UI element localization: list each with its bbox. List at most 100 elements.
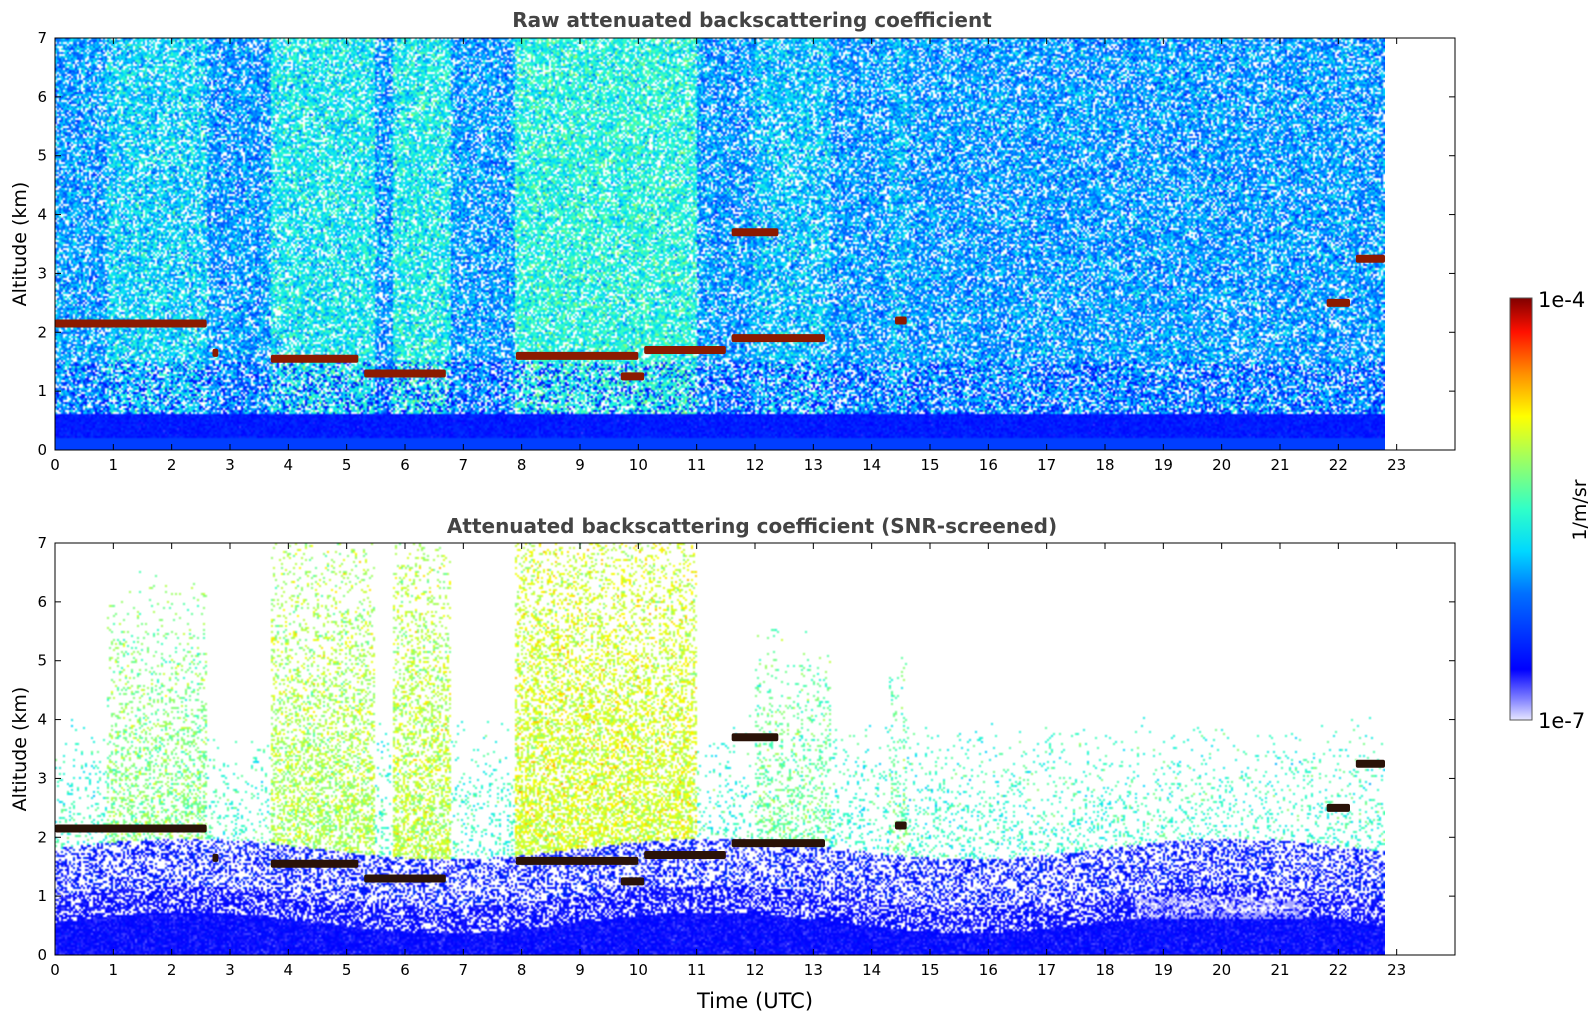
y-tick-label: 6 <box>37 88 47 106</box>
cloud-layer <box>895 316 907 325</box>
x-tick-label: 20 <box>1212 456 1231 474</box>
x-tick-label: 15 <box>920 456 939 474</box>
colorbar-min-label: 1e-7 <box>1538 709 1585 733</box>
y-tick-label: 1 <box>37 887 47 905</box>
cloud-layer <box>364 874 446 883</box>
x-tick-label: 10 <box>629 456 648 474</box>
cloud-layer <box>270 354 359 363</box>
x-axis-label: Time (UTC) <box>696 989 813 1013</box>
x-tick-label: 6 <box>400 961 410 979</box>
x-tick-label: 1 <box>109 961 119 979</box>
x-tick-label: 12 <box>745 961 764 979</box>
x-tick-label: 13 <box>804 961 823 979</box>
cloud-layer <box>270 859 359 868</box>
x-tick-label: 22 <box>1329 961 1348 979</box>
x-tick-label: 3 <box>225 456 235 474</box>
y-tick-label: 7 <box>37 29 47 47</box>
x-tick-label: 18 <box>1095 961 1114 979</box>
x-tick-label: 23 <box>1387 456 1406 474</box>
y-tick-label: 4 <box>37 206 47 224</box>
colorbar-max-label: 1e-4 <box>1538 288 1585 312</box>
y-tick-label: 1 <box>37 382 47 400</box>
x-tick-label: 18 <box>1095 456 1114 474</box>
x-tick-label: 5 <box>342 456 352 474</box>
x-tick-label: 11 <box>687 961 706 979</box>
x-tick-label: 10 <box>629 961 648 979</box>
y-axis-label: Altitude (km) <box>9 687 31 812</box>
x-tick-label: 14 <box>862 961 881 979</box>
y-axis: 0 1 2 3 4 5 6 7 <box>37 534 1455 964</box>
x-tick-label: 5 <box>342 961 352 979</box>
y-axis: 0 1 2 3 4 5 6 7 <box>37 29 1455 459</box>
x-axis: 0 1 2 3 4 5 6 7 8 9 10 11 12 13 14 15 16 17 18 19 20 21 22 23 <box>50 543 1406 979</box>
cloud-layer <box>644 850 726 859</box>
x-tick-label: 1 <box>109 456 119 474</box>
x-tick-label: 23 <box>1387 961 1406 979</box>
x-tick-label: 19 <box>1154 456 1173 474</box>
panel-title: Raw attenuated backscattering coefficien… <box>512 8 992 32</box>
cloud-layer <box>55 319 207 328</box>
cloud-layer <box>1326 803 1350 812</box>
backscatter-heatmap <box>55 38 1385 450</box>
y-tick-label: 2 <box>37 828 47 846</box>
x-axis: 0 1 2 3 4 5 6 7 8 9 10 11 12 13 14 15 16 17 18 19 20 21 22 23 <box>50 38 1406 474</box>
x-tick-label: 7 <box>459 961 469 979</box>
colorbar: 1e-4 1e-7 1/m/sr <box>1509 288 1591 733</box>
cloud-layer <box>620 877 645 886</box>
cloud-layer <box>731 334 825 343</box>
y-axis-label: Altitude (km) <box>9 182 31 307</box>
x-tick-label: 21 <box>1270 961 1289 979</box>
backscatter-heatmap <box>55 543 1385 955</box>
x-tick-label: 4 <box>284 456 294 474</box>
y-tick-label: 4 <box>37 711 47 729</box>
x-tick-label: 9 <box>575 456 585 474</box>
x-tick-label: 2 <box>167 961 177 979</box>
cloud-layer <box>55 824 207 833</box>
cloud-layer <box>644 345 726 354</box>
cloud-layer <box>1355 759 1385 768</box>
x-tick-label: 7 <box>459 456 469 474</box>
y-tick-label: 2 <box>37 323 47 341</box>
cloud-layer <box>895 821 907 830</box>
y-tick-label: 5 <box>37 147 47 165</box>
x-tick-label: 0 <box>50 961 60 979</box>
cloud-layer <box>212 348 219 357</box>
cloud-layer <box>515 351 639 360</box>
y-tick-label: 3 <box>37 264 47 282</box>
x-tick-label: 11 <box>687 456 706 474</box>
y-tick-label: 5 <box>37 652 47 670</box>
y-tick-label: 0 <box>37 441 47 459</box>
y-tick-label: 0 <box>37 946 47 964</box>
x-tick-label: 14 <box>862 456 881 474</box>
cloud-layers <box>55 228 1385 381</box>
colorbar-unit-label: 1/m/sr <box>1569 479 1591 540</box>
x-tick-label: 2 <box>167 456 177 474</box>
x-tick-label: 6 <box>400 456 410 474</box>
x-tick-label: 8 <box>517 961 527 979</box>
x-tick-label: 0 <box>50 456 60 474</box>
x-tick-label: 19 <box>1154 961 1173 979</box>
cloud-layer <box>1326 298 1350 307</box>
x-tick-label: 21 <box>1270 456 1289 474</box>
cloud-layer <box>515 856 639 865</box>
cloud-layer <box>212 853 219 862</box>
x-tick-label: 9 <box>575 961 585 979</box>
x-tick-label: 16 <box>979 456 998 474</box>
cloud-layer <box>731 839 825 848</box>
x-tick-label: 12 <box>745 456 764 474</box>
x-tick-label: 4 <box>284 961 294 979</box>
x-tick-label: 3 <box>225 961 235 979</box>
x-tick-label: 22 <box>1329 456 1348 474</box>
cloud-layer <box>1355 254 1385 263</box>
y-tick-label: 7 <box>37 534 47 552</box>
cloud-layer <box>364 369 446 378</box>
panel-title: Attenuated backscattering coefficient (S… <box>447 514 1057 538</box>
x-tick-label: 17 <box>1037 456 1056 474</box>
cloud-layer <box>731 228 779 237</box>
x-tick-label: 13 <box>804 456 823 474</box>
x-tick-label: 15 <box>920 961 939 979</box>
x-tick-label: 16 <box>979 961 998 979</box>
x-tick-label: 17 <box>1037 961 1056 979</box>
y-tick-label: 6 <box>37 593 47 611</box>
